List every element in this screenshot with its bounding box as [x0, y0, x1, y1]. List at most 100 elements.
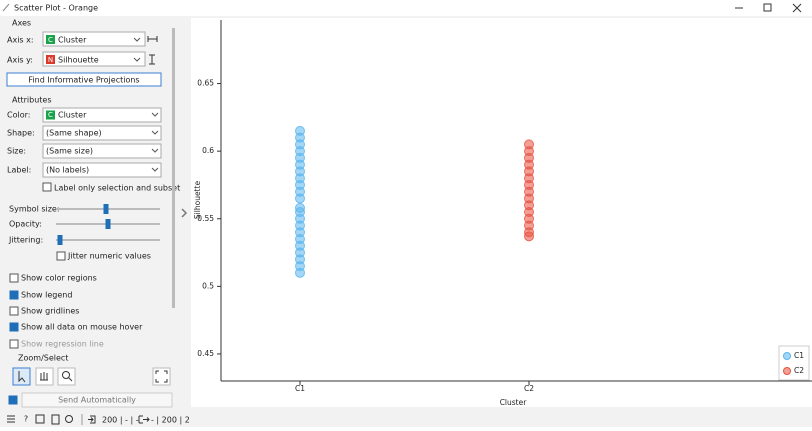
slider-label: Symbol size: — [9, 205, 60, 214]
badge — [46, 35, 55, 44]
input-icon — [88, 415, 96, 424]
combo[interactable] — [42, 162, 162, 178]
checkbox-label: Label only selection and subset — [54, 184, 180, 193]
checkbox[interactable] — [9, 290, 19, 300]
combo[interactable] — [42, 125, 162, 141]
dropdown-arrow — [151, 148, 159, 153]
checkbox[interactable] — [8, 395, 18, 405]
y-tick-label: 0.65 — [197, 79, 214, 88]
icon — [18, 371, 26, 383]
combo-value: Cluster — [58, 36, 87, 45]
camera-icon[interactable] — [65, 415, 73, 423]
button-icon[interactable] — [149, 54, 155, 65]
title-bar — [0, 0, 812, 16]
send-button[interactable] — [21, 392, 173, 408]
badge — [46, 110, 55, 120]
badge-text: C — [48, 36, 53, 44]
field-label: Label: — [7, 166, 31, 175]
legend-label[interactable]: C1 — [794, 351, 804, 360]
menu-icon[interactable] — [7, 415, 15, 423]
close[interactable] — [792, 3, 802, 13]
slider-handle[interactable] — [105, 219, 111, 229]
checkbox-label: Show legend — [21, 291, 72, 300]
field-label: Axis y: — [7, 56, 33, 65]
badge-text: N — [48, 56, 53, 64]
field-label: Shape: — [7, 129, 35, 138]
checkbox[interactable] — [56, 251, 66, 261]
checkbox-label: Show regression line — [21, 340, 104, 349]
checkbox[interactable] — [9, 322, 19, 332]
plot-area — [191, 18, 812, 407]
combo-value: (No labels) — [46, 166, 89, 175]
button-text: Send Automatically — [58, 396, 136, 405]
icon — [68, 377, 73, 382]
badge — [46, 55, 55, 64]
chart: 0.45 0.5 0.55 0.6 0.65 C1 C2 Silhouette Cluster C… — [193, 20, 812, 407]
dropdown-arrow — [151, 112, 159, 117]
scrollbar[interactable] — [172, 28, 175, 308]
input-summary: 200 | - | - — [102, 416, 139, 425]
checkbox[interactable] — [9, 273, 19, 283]
legend-swatch — [783, 352, 791, 360]
y-tick-label: 0.5 — [202, 281, 214, 290]
slider-handle[interactable] — [103, 204, 109, 214]
x-tick-label: C2 — [524, 384, 534, 393]
icon — [40, 372, 48, 381]
select-tool[interactable] — [12, 367, 31, 386]
checkbox-label: Show gridlines — [21, 307, 79, 316]
icon — [155, 370, 168, 383]
window-title: Scatter Plot - Orange — [14, 4, 98, 13]
button-icon[interactable] — [147, 36, 158, 42]
checkbox[interactable] — [9, 306, 19, 316]
x-axis-label: Cluster — [500, 398, 528, 407]
combo[interactable] — [42, 143, 162, 159]
find-button[interactable] — [6, 72, 162, 87]
y-tick-label: 0.45 — [197, 349, 214, 358]
combo-value: (Same shape) — [46, 129, 102, 138]
legend-box — [778, 345, 810, 381]
combo-value: Cluster — [58, 111, 87, 120]
icon — [62, 371, 70, 379]
legend-swatch — [783, 367, 791, 375]
output-summary: - | 200 | 2 — [151, 416, 190, 425]
combo-value: (Same size) — [46, 147, 93, 156]
save-icon[interactable] — [35, 414, 45, 424]
slider-handle[interactable] — [57, 235, 63, 245]
axis-x-combo[interactable] — [42, 31, 146, 47]
output-icon — [138, 415, 150, 424]
status-bar — [0, 410, 812, 427]
sliders: Symbol size: Opacity: Jittering: — [8, 204, 160, 245]
maximize[interactable] — [763, 3, 772, 12]
dropdown-arrow — [133, 57, 141, 62]
field-label: Axis x: — [7, 36, 34, 45]
point — [524, 139, 534, 150]
checkbox-label: Show color regions — [21, 274, 97, 283]
help-icon[interactable]: ? — [24, 415, 28, 424]
checkbox-label: Jitter numeric values — [67, 252, 151, 261]
checkbox-label: Show all data on mouse hover — [21, 323, 143, 332]
attribute-rows: Color: C Cluster Shape: (Same shape) Size: (Sa… — [7, 107, 162, 178]
slider-label: Opacity: — [9, 220, 42, 229]
collapse-arrow[interactable] — [181, 208, 188, 218]
report-icon[interactable] — [51, 414, 60, 425]
badge-text: C — [48, 111, 53, 119]
reset-zoom[interactable] — [152, 367, 171, 386]
field-label: Size: — [7, 147, 26, 156]
legend-label[interactable]: C2 — [794, 366, 804, 375]
zoom-tool[interactable] — [57, 367, 76, 386]
group-heading: Zoom/Select — [18, 354, 68, 363]
y-tick-label: 0.55 — [197, 214, 214, 223]
checkbox[interactable] — [9, 339, 19, 349]
y-tick-label: 0.6 — [202, 146, 214, 155]
slider-label: Jittering: — [8, 236, 43, 245]
checkbox[interactable] — [42, 182, 52, 192]
combo[interactable] — [42, 107, 162, 123]
axis-y-combo[interactable] — [42, 51, 146, 67]
dropdown-arrow — [133, 37, 141, 42]
combo-value: Silhouette — [58, 56, 99, 65]
point — [295, 202, 305, 213]
dropdown-arrow — [151, 130, 159, 135]
point — [295, 125, 305, 136]
y-axis-label: Silhouette — [193, 181, 202, 220]
